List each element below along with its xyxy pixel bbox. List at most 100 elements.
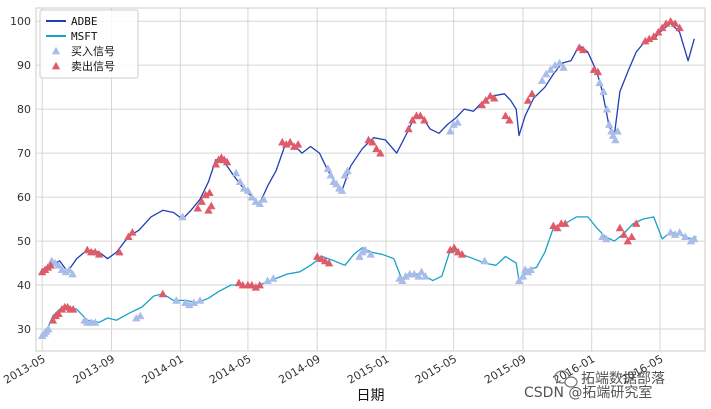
sell-signal-marker [579,45,588,54]
buy-signal-marker [602,234,611,243]
buy-signal-marker [417,267,426,276]
marker-layer [37,16,699,339]
watermark: 拓端数据部落 CSDN @拓端研究室 [524,370,665,401]
x-tick-label: 2015-05 [413,352,459,386]
y-tick-label: 30 [17,323,31,336]
sell-signal-marker [490,93,499,102]
sell-signal-marker [657,23,667,32]
sell-signal-marker [222,157,232,166]
sell-signal-marker [197,197,206,205]
y-tick-label: 40 [17,279,31,292]
sell-signal-marker [627,232,636,241]
x-axis-title: 日期 [357,388,385,404]
buy-signal-marker [514,276,524,285]
buy-signal-marker [259,195,268,203]
buy-signal-marker [269,274,278,282]
sell-signal-marker [593,67,603,76]
grid [36,8,705,351]
x-tick-label: 2015-01 [345,352,391,386]
sell-signal-marker [632,219,641,227]
sell-signal-marker [207,201,216,210]
buy-signal-marker [537,76,547,84]
sell-signal-marker [255,280,264,289]
x-tick-label: 2014-09 [276,352,322,386]
buy-signal-marker [604,120,614,128]
x-tick-label: 2014-01 [139,352,185,386]
buy-signal-marker [343,166,352,175]
sell-signal-marker [372,144,381,153]
legend-swatch-marker [51,46,61,55]
sell-signal-marker [449,243,459,252]
sell-signal-marker [124,232,133,241]
sell-signal-marker [376,148,385,157]
sell-signal-marker [404,124,413,133]
sell-signal-marker [553,223,562,232]
legend-label: 买入信号 [71,45,115,58]
buy-signal-marker [340,170,350,179]
sell-signal-marker [505,115,514,124]
series-line-adbe [41,22,695,273]
legend-label: ADBE [71,15,98,28]
y-tick-label: 70 [17,147,31,160]
sell-signal-marker [201,190,210,199]
sell-signal-marker [158,289,168,298]
buy-signal-marker [518,272,528,280]
sell-signal-marker [645,34,654,43]
buy-signal-marker [54,261,63,269]
x-tick-label: 2013-05 [1,352,47,386]
buy-signal-marker [178,212,187,221]
buy-signal-marker [666,228,675,236]
sell-signal-marker [527,89,537,98]
buy-signal-marker [446,126,455,135]
sell-signal-marker [408,115,417,124]
sell-signal-marker [619,230,629,238]
sell-signal-marker [211,159,220,168]
sell-signal-marker [289,142,299,150]
sell-signal-marker [623,236,632,245]
buy-signal-marker [185,300,194,309]
buy-signal-marker [61,267,71,276]
buy-signal-marker [337,186,347,194]
legend-label: MSFT [71,30,98,43]
x-tick-label: 2013-09 [71,352,117,386]
legend-label: 卖出信号 [71,59,115,73]
watermark-wechat: 拓端数据部落 [581,371,665,387]
sell-signal-marker [661,19,671,27]
buy-signal-marker [613,126,622,135]
buy-signal-marker [68,269,77,278]
buy-signal-marker [686,236,696,245]
sell-signal-marker [670,19,680,27]
buy-signal-marker [602,104,612,113]
buy-signal-marker [263,276,272,285]
sell-signal-marker [205,188,214,197]
buy-signal-marker [235,177,245,186]
y-tick-label: 60 [17,191,31,204]
sell-signal-marker [282,140,291,148]
buy-signal-marker [195,296,205,304]
buy-signal-marker [326,170,335,179]
legend-swatch-marker [51,61,61,70]
sell-signal-marker [654,27,663,36]
sell-signal-marker [649,32,658,40]
sell-signal-marker [675,23,684,32]
sell-signal-marker [115,247,124,256]
sell-signal-marker [477,100,487,109]
sell-signal-marker [561,219,570,227]
buy-signal-marker [360,245,370,254]
sell-signal-marker [446,245,455,254]
buy-signal-marker [132,313,141,322]
x-tick-label: 2015-09 [482,352,528,386]
sell-signal-marker [666,16,675,25]
buy-signal-marker [65,265,74,274]
buy-signal-marker [541,69,551,78]
buy-signal-marker [243,186,253,194]
buy-signal-marker [255,199,264,208]
sell-signal-marker [54,309,63,317]
buy-signal-marker [595,78,604,87]
buy-signal-marker [526,265,536,274]
sell-signal-marker [615,223,625,232]
sell-signal-marker [251,283,261,291]
